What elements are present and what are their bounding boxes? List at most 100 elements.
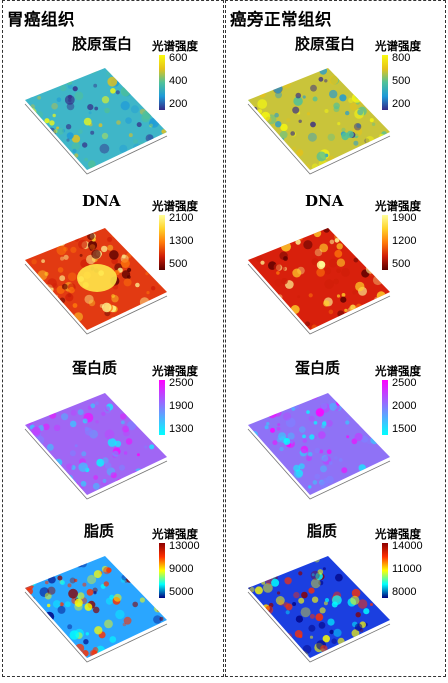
surface-texture [380,75,387,81]
surface-texture [373,410,377,414]
surface-texture [78,462,88,472]
surface-texture [267,68,271,69]
surface-texture [364,171,369,176]
surface-texture [157,278,165,286]
surface-texture [134,568,139,574]
surface-texture [279,251,288,260]
surface-texture [151,228,161,234]
surface-texture [161,317,167,327]
surface-texture [302,438,307,443]
surface-texture [17,479,24,487]
surface-texture [17,234,25,243]
surface-texture [101,302,112,313]
surface-texture [264,478,272,486]
surface-texture [116,69,125,78]
surface-texture [381,274,390,283]
surface-texture [361,68,365,70]
surface-texture [101,245,108,253]
surface-texture [17,72,22,77]
surface-texture [280,123,288,132]
surface-texture [338,458,343,462]
surface-texture [385,394,390,403]
surface-texture [384,412,390,418]
surface-texture [33,478,41,486]
surface-texture [157,625,167,636]
surface-texture [290,440,294,444]
surface-texture [276,83,280,88]
surface-texture [67,397,76,406]
surface-texture [338,548,342,552]
surface-texture [365,557,372,564]
surface-texture [254,306,261,314]
surface-texture [135,639,140,644]
surface-texture [369,309,376,317]
surface-texture [25,493,31,495]
surface-texture [248,135,249,144]
surface-texture [248,128,249,137]
surface-texture [88,68,94,69]
surface-texture [336,268,341,274]
surface-texture [381,319,390,329]
surface-texture [257,128,265,135]
surface-texture [341,160,345,165]
spectral-map-panel: 胶原蛋白 光谱强度 800 500 200 [225,30,445,195]
surface-texture [289,156,294,161]
surface-texture [310,121,316,128]
surface-texture [341,268,350,277]
surface-texture [311,258,319,266]
surface-texture [260,260,265,265]
surface-texture [354,492,364,495]
surface-texture [349,102,358,111]
surface-texture [366,483,376,493]
surface-texture [51,102,58,110]
surface-texture [282,558,293,569]
surface-texture [150,598,155,603]
surface-texture [38,466,47,474]
surface-texture [267,326,272,330]
surface-texture [260,395,270,404]
surface-texture [270,393,278,395]
surface-texture [285,633,293,641]
surface-texture [34,228,43,236]
colorbar-title: 光谱强度 [375,364,421,378]
surface-texture [362,229,372,238]
surface-texture [110,472,117,479]
surface-texture [61,317,69,325]
surface-texture [38,461,43,467]
surface-texture [272,478,283,489]
surface-texture [151,286,156,291]
surface-texture [308,293,313,298]
surface-plot [247,548,391,663]
surface-texture [373,252,381,261]
surface-texture [360,405,366,410]
surface-texture [359,569,365,574]
surface-texture [46,443,54,451]
surface-texture [17,248,22,255]
surface-texture [84,603,93,611]
colorbar [382,55,388,110]
colorbar [159,380,165,435]
surface-texture [355,311,366,322]
surface-texture [259,393,270,394]
surface-texture [33,492,37,495]
surface-texture [240,248,244,252]
surface-texture [60,580,65,586]
surface-texture [281,277,288,285]
colorbar-title: 光谱强度 [152,527,198,541]
surface-texture [365,245,373,253]
surface-texture [298,597,305,604]
surface-texture [334,249,343,258]
surface-texture [45,302,53,310]
surface-texture [248,562,252,573]
surface-texture [301,72,305,76]
surface-texture [87,104,94,111]
surface-texture [274,550,279,555]
surface-texture [319,68,328,75]
surface-texture [69,450,76,457]
surface-texture [328,461,333,465]
surface-texture [258,331,265,338]
surface-texture [165,589,167,593]
surface-texture [31,146,41,156]
surface-texture [290,131,295,136]
surface-texture [146,495,153,502]
